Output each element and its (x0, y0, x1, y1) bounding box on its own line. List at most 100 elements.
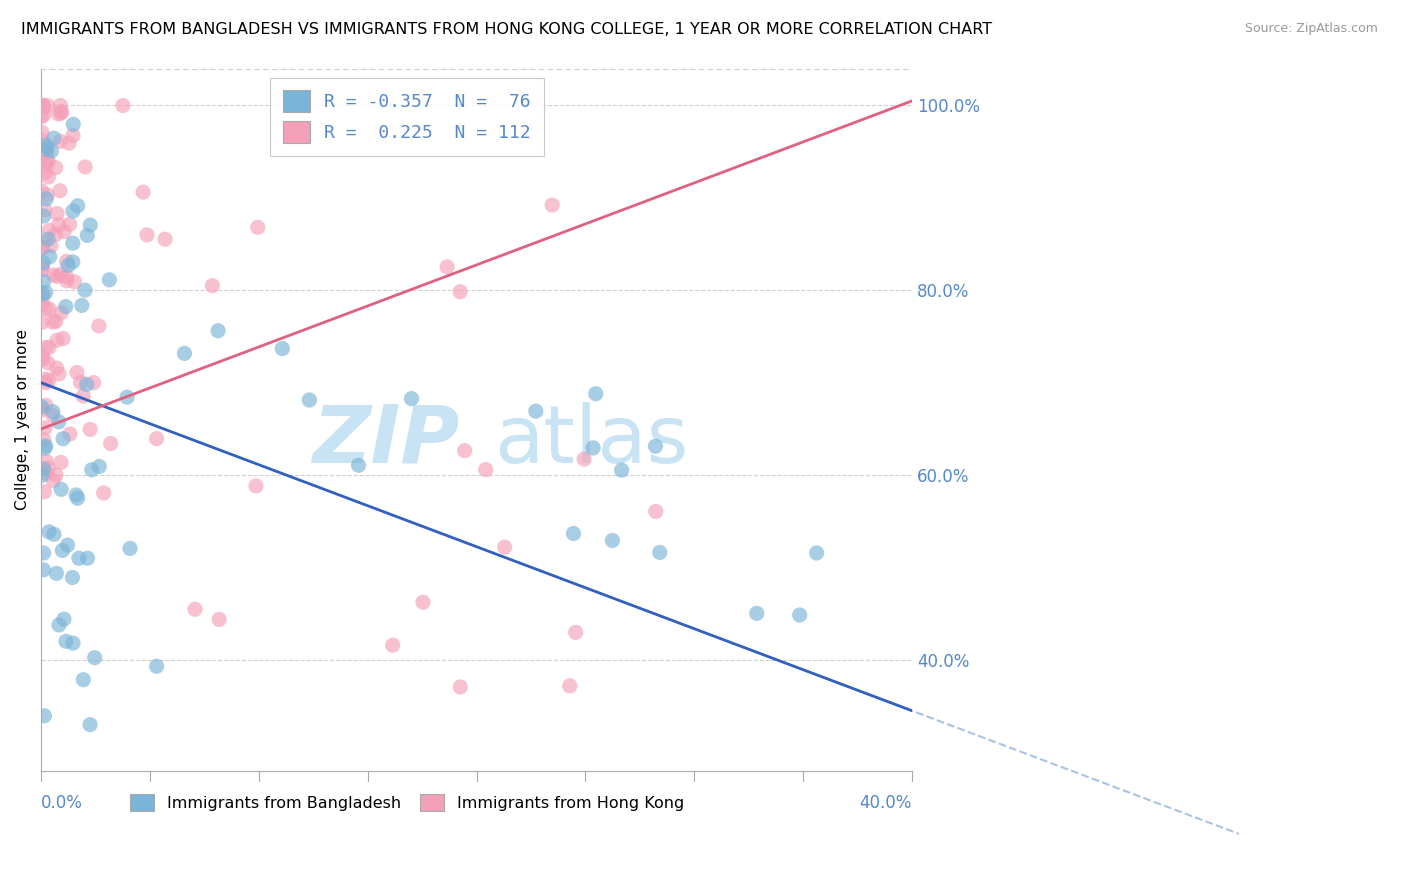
Point (39, 239, 62, 253)
Point (35, 467, 58, 481)
Point (31, 98, 53, 112)
Point (79, 422, 101, 436)
Point (62, 128, 84, 143)
Text: 40.0%: 40.0% (859, 794, 912, 812)
Point (59, 217, 82, 231)
Point (67, 551, 90, 566)
Point (35, 139, 58, 153)
Point (55, 274, 77, 288)
Point (132, 185, 155, 199)
Point (45, 361, 67, 376)
Point (37, 232, 59, 246)
Point (49, 98, 72, 112)
Point (76, 377, 98, 392)
Point (51, 543, 73, 558)
Point (35, 145, 58, 160)
Point (644, 504, 666, 518)
Point (66, 199, 89, 213)
Point (42, 474, 65, 488)
Point (38, 301, 60, 316)
Point (582, 441, 605, 455)
Point (55, 269, 77, 284)
Point (42, 527, 65, 541)
Point (49, 268, 72, 282)
Text: 0.0%: 0.0% (41, 794, 83, 812)
Point (246, 220, 269, 235)
Point (79, 218, 101, 232)
Point (45, 314, 67, 328)
Point (38, 341, 60, 355)
Point (38, 250, 60, 264)
Point (118, 541, 141, 556)
Point (585, 386, 607, 401)
Point (72, 389, 94, 403)
Point (648, 545, 671, 559)
Point (32, 290, 55, 304)
Point (31, 287, 53, 301)
Point (56, 538, 79, 552)
Point (31, 316, 53, 330)
Point (558, 679, 581, 693)
Point (449, 285, 471, 299)
Point (42, 131, 65, 145)
Point (38, 524, 60, 539)
Point (31, 350, 53, 364)
Point (53, 225, 76, 239)
Point (34, 341, 56, 355)
Point (38, 223, 60, 237)
Point (381, 638, 404, 652)
Point (75, 160, 97, 174)
Point (37, 356, 59, 370)
Y-axis label: College, 1 year or more: College, 1 year or more (15, 329, 30, 510)
Point (41, 144, 63, 158)
Point (38, 374, 60, 388)
Point (31, 98, 53, 112)
Point (83, 376, 105, 390)
Point (72, 673, 94, 687)
Legend: Immigrants from Bangladesh, Immigrants from Hong Kong: Immigrants from Bangladesh, Immigrants f… (122, 786, 692, 819)
Point (184, 602, 207, 616)
Point (347, 458, 370, 473)
Point (42, 404, 65, 418)
Point (62, 236, 84, 251)
Point (31, 468, 53, 483)
Point (32, 108, 55, 122)
Point (145, 432, 167, 446)
Point (644, 439, 666, 453)
Point (46, 206, 69, 220)
Point (32, 352, 55, 367)
Point (35, 192, 58, 206)
Text: IMMIGRANTS FROM BANGLADESH VS IMMIGRANTS FROM HONG KONG COLLEGE, 1 YEAR OR MORE : IMMIGRANTS FROM BANGLADESH VS IMMIGRANTS… (21, 22, 993, 37)
Point (37, 461, 59, 475)
Point (35, 454, 58, 468)
Point (145, 659, 167, 673)
Point (34, 285, 56, 300)
Point (35, 165, 58, 179)
Point (62, 255, 84, 269)
Point (62, 204, 84, 219)
Point (45, 468, 67, 483)
Point (35, 372, 58, 386)
Point (136, 227, 159, 242)
Point (80, 463, 103, 477)
Point (73, 283, 96, 297)
Point (153, 232, 176, 246)
Point (37, 98, 59, 112)
Point (49, 455, 72, 469)
Point (34, 439, 56, 453)
Point (32, 546, 55, 560)
Point (745, 607, 768, 621)
Point (34, 708, 56, 723)
Point (70, 298, 93, 312)
Point (62, 117, 84, 131)
Point (41, 408, 63, 422)
Point (610, 463, 633, 477)
Point (524, 404, 547, 418)
Point (51, 306, 73, 320)
Point (31, 184, 53, 198)
Point (201, 278, 224, 293)
Text: ZIP: ZIP (312, 401, 460, 480)
Point (42, 268, 65, 282)
Point (806, 546, 828, 560)
Point (564, 625, 586, 640)
